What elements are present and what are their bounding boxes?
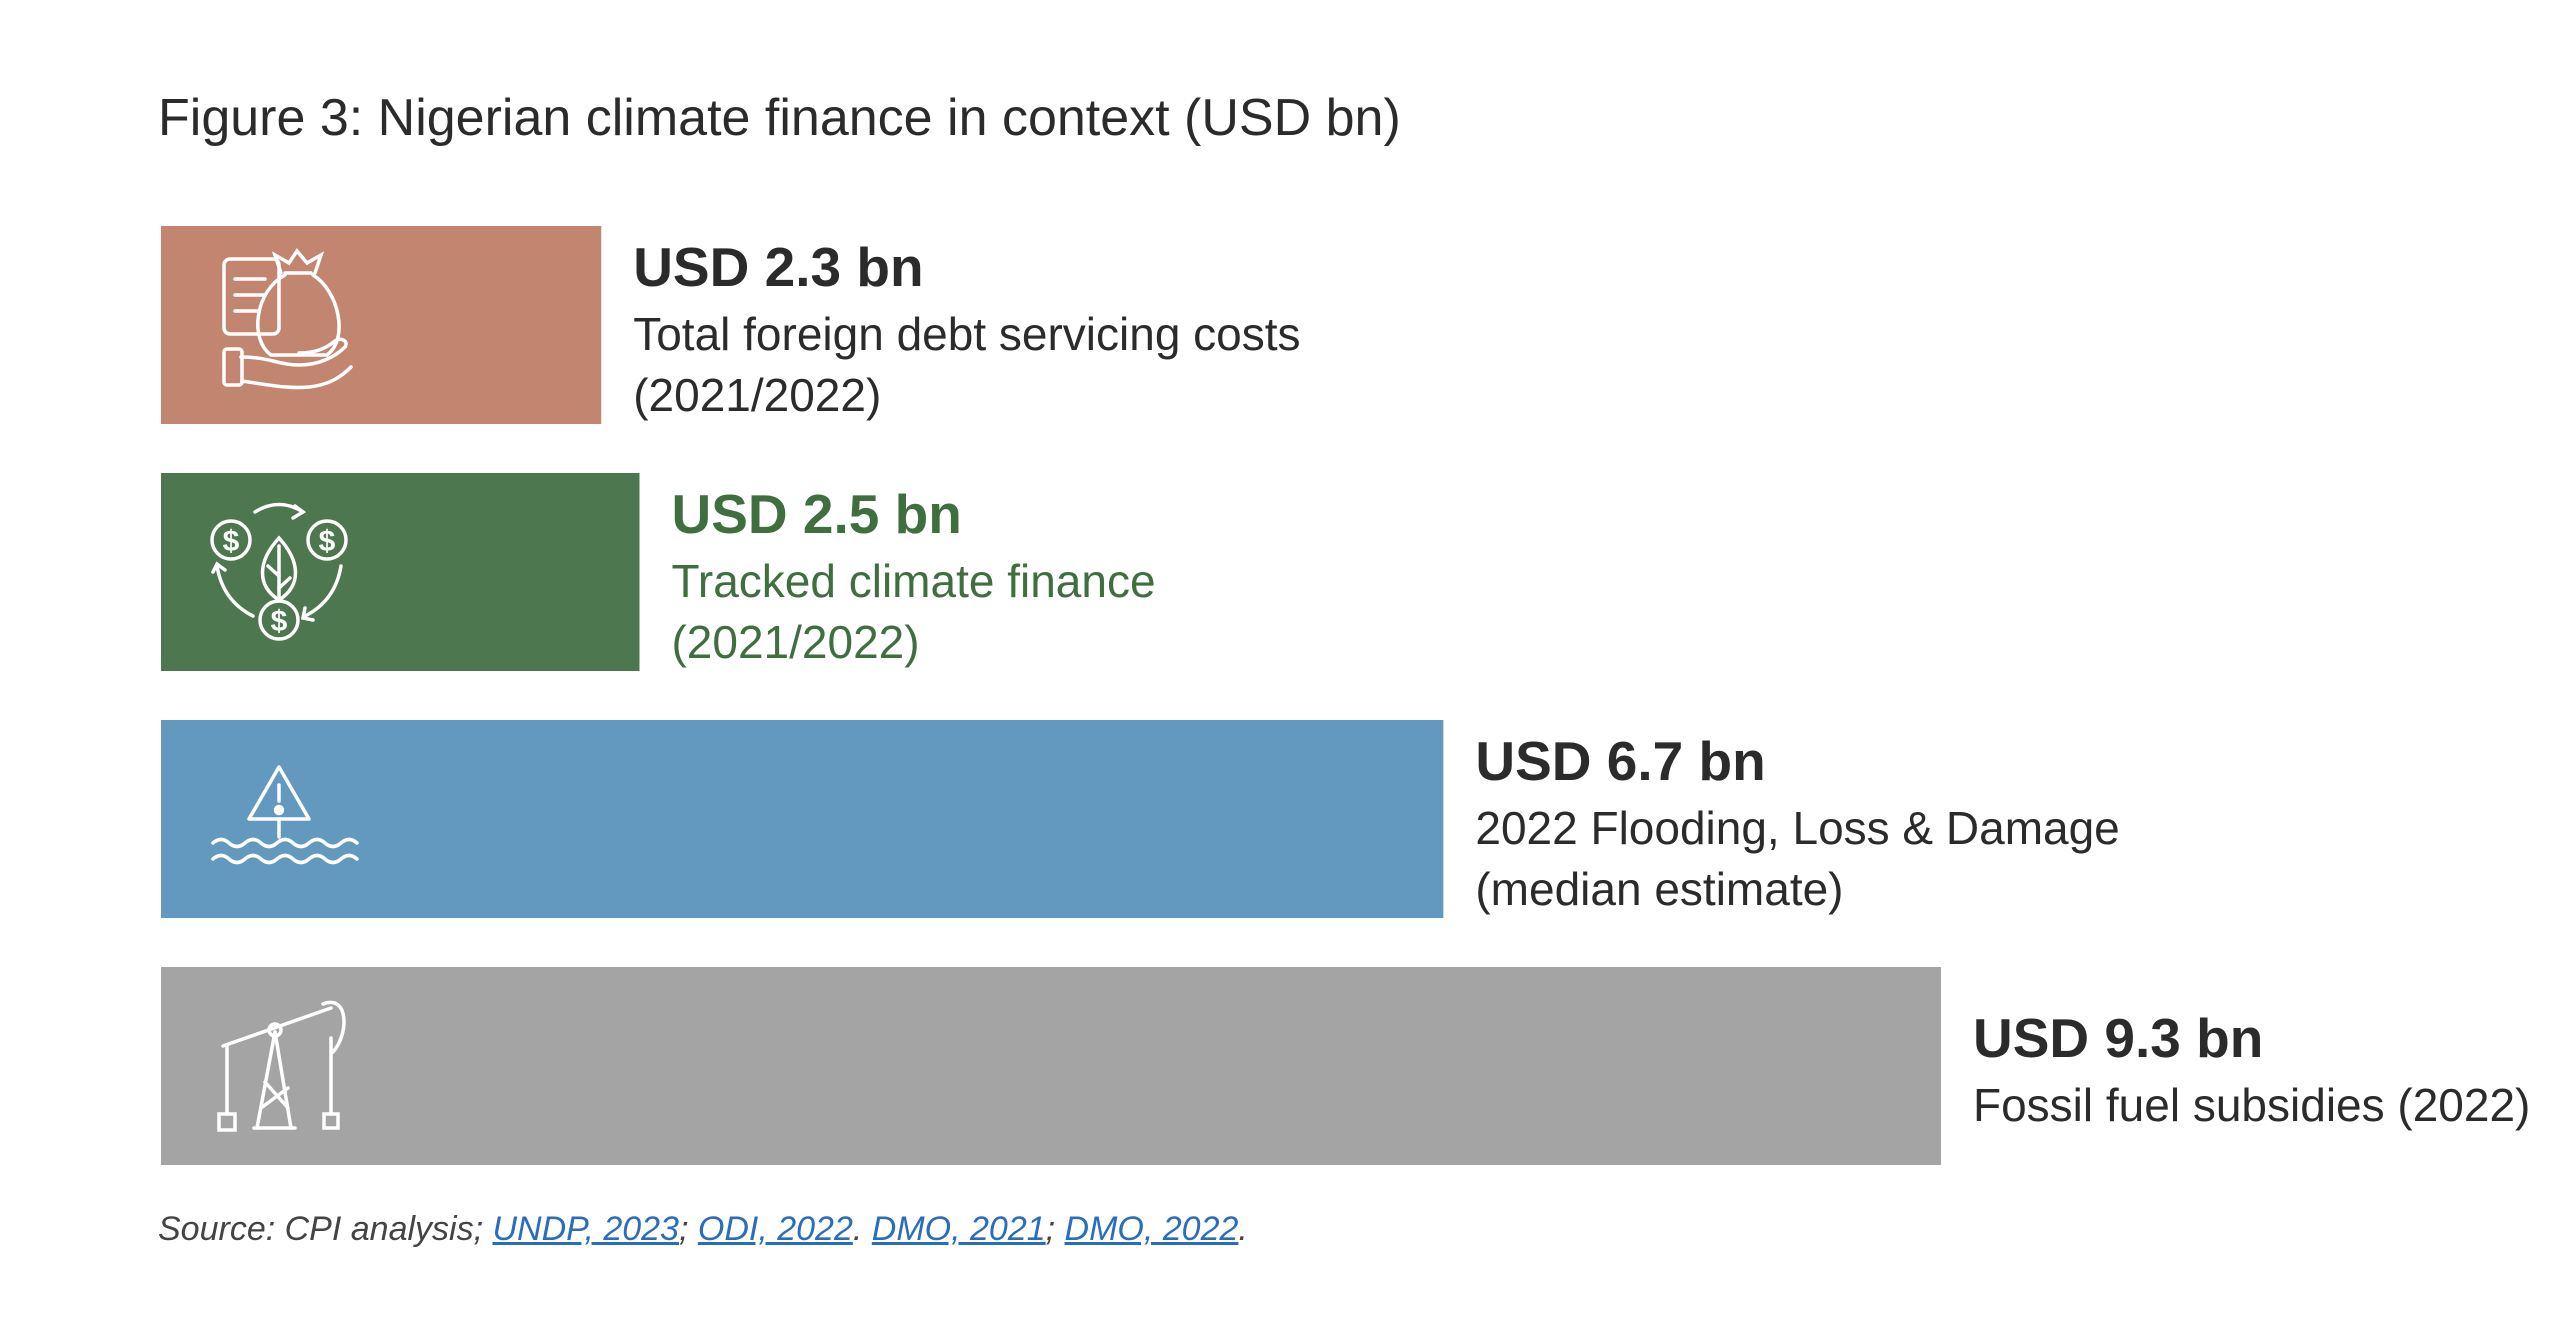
- oil-pump-jack-icon: [217, 1000, 346, 1132]
- svg-text:$: $: [223, 525, 240, 558]
- bar-category-label: (2021/2022): [633, 369, 881, 421]
- source-separator: .: [1238, 1210, 1248, 1248]
- bar-category-label: Tracked climate finance: [671, 555, 1155, 607]
- bar-value-label: USD 2.5 bn: [671, 483, 961, 545]
- source-note: Source: CPI analysis; UNDP, 2023; ODI, 2…: [158, 1210, 1248, 1249]
- bar-group: USD 6.7 bn 2022 Flooding, Loss & Damage (m…: [161, 720, 2120, 918]
- bar-value-label: USD 2.3 bn: [633, 236, 923, 298]
- source-separator: .: [852, 1210, 872, 1248]
- bar: [161, 473, 640, 671]
- source-separator: ;: [1045, 1210, 1065, 1248]
- svg-text:$: $: [319, 525, 336, 558]
- bar: [161, 720, 1444, 918]
- money-bag-in-hand-icon: [222, 248, 353, 390]
- bar: [161, 967, 1941, 1165]
- bar-category-label: 2022 Flooding, Loss & Damage: [1475, 802, 2119, 854]
- bar-category-label: Total foreign debt servicing costs: [633, 308, 1300, 360]
- bar-group: USD 9.3 bn Fossil fuel subsidies (2022): [161, 967, 2530, 1165]
- chart-title: Figure 3: Nigerian climate finance in co…: [158, 89, 1401, 147]
- bar-group: $ $ $ USD 2.5 bn Tracked climate finance (…: [161, 473, 1156, 671]
- bar-category-label: Fossil fuel subsidies (2022): [1973, 1079, 2530, 1131]
- source-link-odi-2022[interactable]: ODI, 2022: [697, 1210, 853, 1248]
- bar-group: USD 2.3 bn Total foreign debt servicing c…: [161, 226, 1301, 424]
- source-link-undp-2023[interactable]: UNDP, 2023: [492, 1210, 679, 1248]
- bar: [161, 226, 602, 424]
- source-link-dmo-2022[interactable]: DMO, 2022: [1064, 1210, 1239, 1248]
- flood-warning-icon: [211, 765, 359, 865]
- bar-category-label: (2021/2022): [671, 616, 919, 668]
- source-link-dmo-2021[interactable]: DMO, 2021: [871, 1210, 1046, 1248]
- svg-text:$: $: [271, 605, 288, 638]
- source-separator: ;: [678, 1210, 698, 1248]
- bar-category-label: (median estimate): [1475, 863, 1843, 915]
- bar-value-label: USD 9.3 bn: [1973, 1007, 2263, 1069]
- source-prefix: Source: CPI analysis;: [158, 1210, 493, 1248]
- bar-value-label: USD 6.7 bn: [1475, 730, 1765, 792]
- climate-finance-cycle-icon: $ $ $: [210, 502, 348, 641]
